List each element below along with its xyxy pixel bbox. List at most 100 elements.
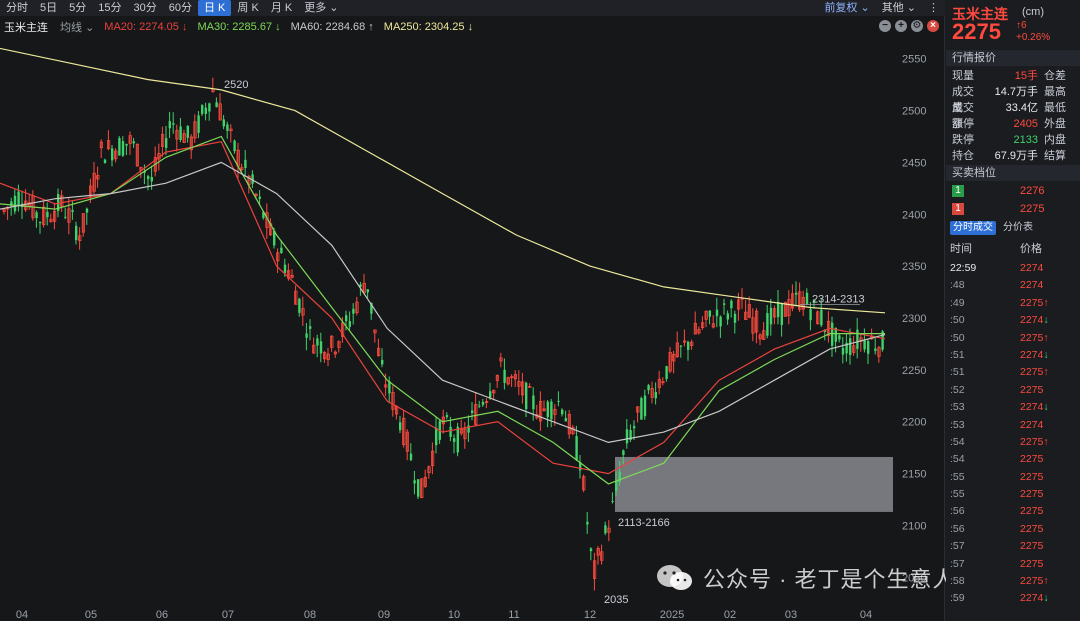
quote-label: 持仓 [952,150,974,162]
quote-section-header: 行情报价 [946,50,1080,66]
more-menu[interactable]: 更多 ⌄ [304,2,339,14]
tick-row: :53 2274 ↓ [950,399,1076,416]
candle-body [506,377,510,385]
candle-body [427,466,431,474]
period-tab[interactable]: 5日 [40,2,58,14]
level-badge: 1 [952,203,964,215]
candle-body [481,401,485,405]
candle-body [564,418,567,422]
ma250-legend: MA250: 2304.25 ↓ [383,21,474,33]
candle-body [240,167,244,171]
candle-body [805,292,809,305]
candle-body [755,310,759,333]
candle-body [845,342,848,354]
settings-icon[interactable]: ⚙ [911,20,923,32]
others-dropdown[interactable]: 其他 ⌄ [881,2,916,14]
candle-body [39,222,42,224]
tick-row: :54 2275 ↑ [950,434,1076,451]
close-icon[interactable]: × [927,20,939,32]
tick-row: :54 2275 [950,451,1076,468]
tick-price: 2275 [1020,522,1044,535]
tick-time: :51 [950,348,965,361]
candle-body [665,366,668,379]
candle-body [13,195,17,212]
candle-body [46,211,49,218]
candle-body [333,351,338,355]
candle-body [831,322,834,346]
period-tab[interactable]: 周 K [237,2,259,14]
candle-body [795,292,798,295]
candle-body [373,329,377,334]
candle-body [820,309,823,326]
x-tick-label: 08 [304,609,316,621]
tick-price: 2275 [1020,575,1044,588]
candle-body [777,301,780,318]
candle-body [751,317,755,334]
quote-label: 外盘 [1044,118,1066,130]
arrow-up-icon: ↑ [1043,296,1049,309]
tick-time: :58 [950,575,965,588]
candle-body [222,119,225,127]
arrow-down-icon: ↓ [1043,401,1049,414]
candle-body [525,382,528,410]
period-tab[interactable]: 30分 [133,2,157,14]
tab-price-table[interactable]: 分价表 [1003,222,1033,233]
candle-body [182,133,186,143]
candlestick-chart[interactable]: 2550 2500 2450 2400 2350 2300 2250 2200 2150 2100… [0,38,944,621]
period-tab[interactable]: 15分 [98,2,122,14]
tick-row: :49 2275 ↑ [950,295,1076,312]
tick-list[interactable]: 22:59 2274:48 2274:49 2275 ↑:50 2274 ↓:50 2275 ↑… [950,260,1076,608]
period-tab[interactable]: 分时 [6,2,28,14]
orderbook-price: 2275 [1020,203,1045,215]
annotation-label: 2314-2313 [812,294,865,306]
candle-body [596,547,600,556]
candle-body [330,335,334,348]
candle-body [366,289,369,293]
candle-body [615,481,618,491]
candle-body [809,309,812,321]
more-options-icon[interactable]: ⋮ [928,2,939,14]
candle-body [362,282,366,294]
candle-body [399,422,402,431]
zoom-out-icon[interactable]: − [879,20,891,32]
candle-body [294,290,298,305]
ma-selector[interactable]: 均线 ⌄ [60,22,95,34]
arrow-up-icon: ↑ [1043,435,1049,448]
candle-body [57,193,60,211]
x-tick-label: 06 [156,609,168,621]
tick-time: :54 [950,453,965,466]
candle-body [467,425,470,433]
candle-body [575,436,578,461]
candle-body [744,311,748,321]
arrow-up-icon: ↑ [1043,366,1049,379]
tick-row: :56 2275 [950,503,1076,520]
x-tick-label: 04 [860,609,872,621]
adjust-dropdown[interactable]: 前复权 ⌄ [824,2,870,14]
zoom-in-icon[interactable]: + [895,20,907,32]
tick-time: :57 [950,540,965,553]
tick-time: :55 [950,488,965,501]
tab-time-sales[interactable]: 分时成交 [950,221,996,235]
quote-label: 涨停 [952,118,974,130]
quote-value: 15手 [1014,70,1038,82]
y-tick-label: 2400 [902,209,926,221]
period-tab[interactable]: 60分 [168,2,192,14]
candle-body [780,302,783,325]
period-tab[interactable]: 月 K [270,2,293,14]
candle-body [593,560,597,579]
candle-body [42,206,46,225]
orderbook-buy-row: 1 2275 [952,201,1078,217]
y-tick-label: 2150 [902,469,926,481]
candle-body [600,551,604,561]
y-tick-label: 2550 [902,54,926,66]
period-tab-daily[interactable]: 日 K [198,0,232,16]
tick-row: :50 2274 ↓ [950,312,1076,329]
annotation-label: 2520 [224,79,248,91]
candle-body [420,478,424,499]
period-tab[interactable]: 5分 [69,2,87,14]
candle-body [791,293,795,309]
candle-body [579,462,582,471]
candle-body [650,388,654,398]
candle-body [484,401,489,403]
quote-value: 33.4亿 [1005,102,1038,114]
